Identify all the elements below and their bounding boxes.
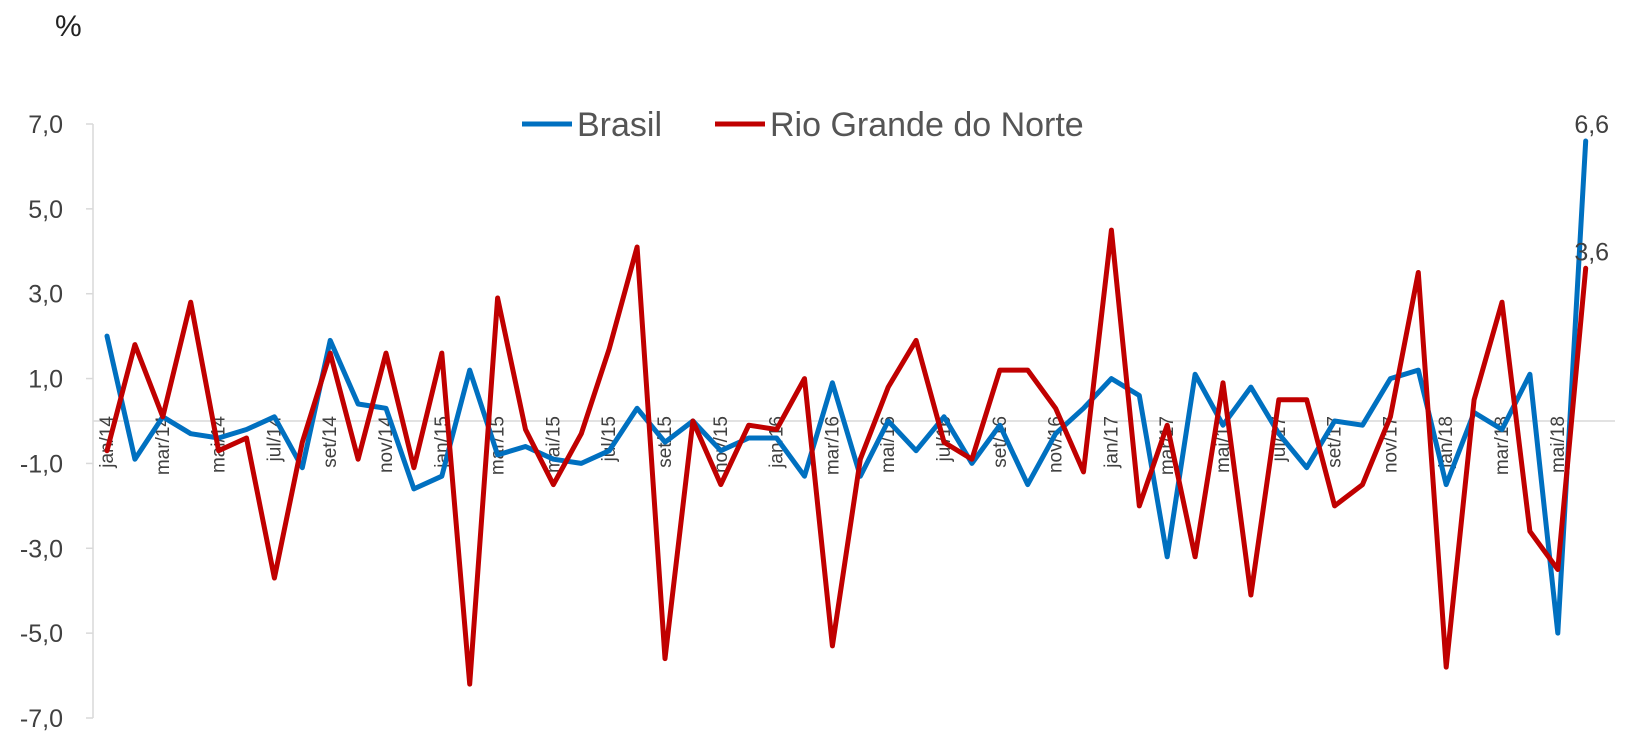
series-layer [104, 138, 1589, 687]
x-tick-label: mar/15 [488, 416, 509, 475]
end-labels: 6,6 3,6 [1574, 111, 1609, 266]
y-tick-label: -7,0 [20, 705, 63, 731]
series-line-brasil [104, 138, 1589, 636]
y-tick-label: 3,0 [28, 281, 63, 309]
x-tick-label: set/14 [320, 416, 341, 468]
x-tick-label: mai/18 [1548, 416, 1569, 473]
y-tick-label: 5,0 [28, 196, 63, 224]
y-unit-label: % [55, 10, 82, 43]
x-tick-label: jan/17 [1101, 416, 1122, 469]
y-tick-label: -3,0 [20, 535, 63, 563]
y-tick-label: 1,0 [28, 366, 63, 394]
legend-label-brasil: Brasil [577, 106, 662, 144]
x-tick-label: nov/17 [1380, 416, 1401, 473]
end-label-rio-grande-do-norte: 3,6 [1574, 238, 1609, 266]
x-tick-label: nov/15 [711, 416, 732, 473]
y-tick-label: 7,0 [28, 111, 63, 139]
end-label-brasil: 6,6 [1574, 111, 1609, 139]
legend: Brasil Rio Grande do Norte [522, 106, 1084, 144]
x-tick-label: mar/14 [153, 416, 174, 476]
y-tick-label: -1,0 [20, 450, 63, 478]
x-tick-label: mai/15 [543, 416, 564, 473]
x-tick-label: mar/16 [822, 416, 843, 475]
y-axis: 7,0 5,0 3,0 1,0 -1,0 -3,0 -5,0 -7,0 [20, 111, 94, 731]
y-tick-label: -5,0 [20, 620, 63, 648]
legend-label-rio-grande-do-norte: Rio Grande do Norte [770, 106, 1084, 144]
x-tick-label: mar/18 [1492, 416, 1513, 475]
series-line-rio-grande-do-norte [104, 227, 1589, 687]
